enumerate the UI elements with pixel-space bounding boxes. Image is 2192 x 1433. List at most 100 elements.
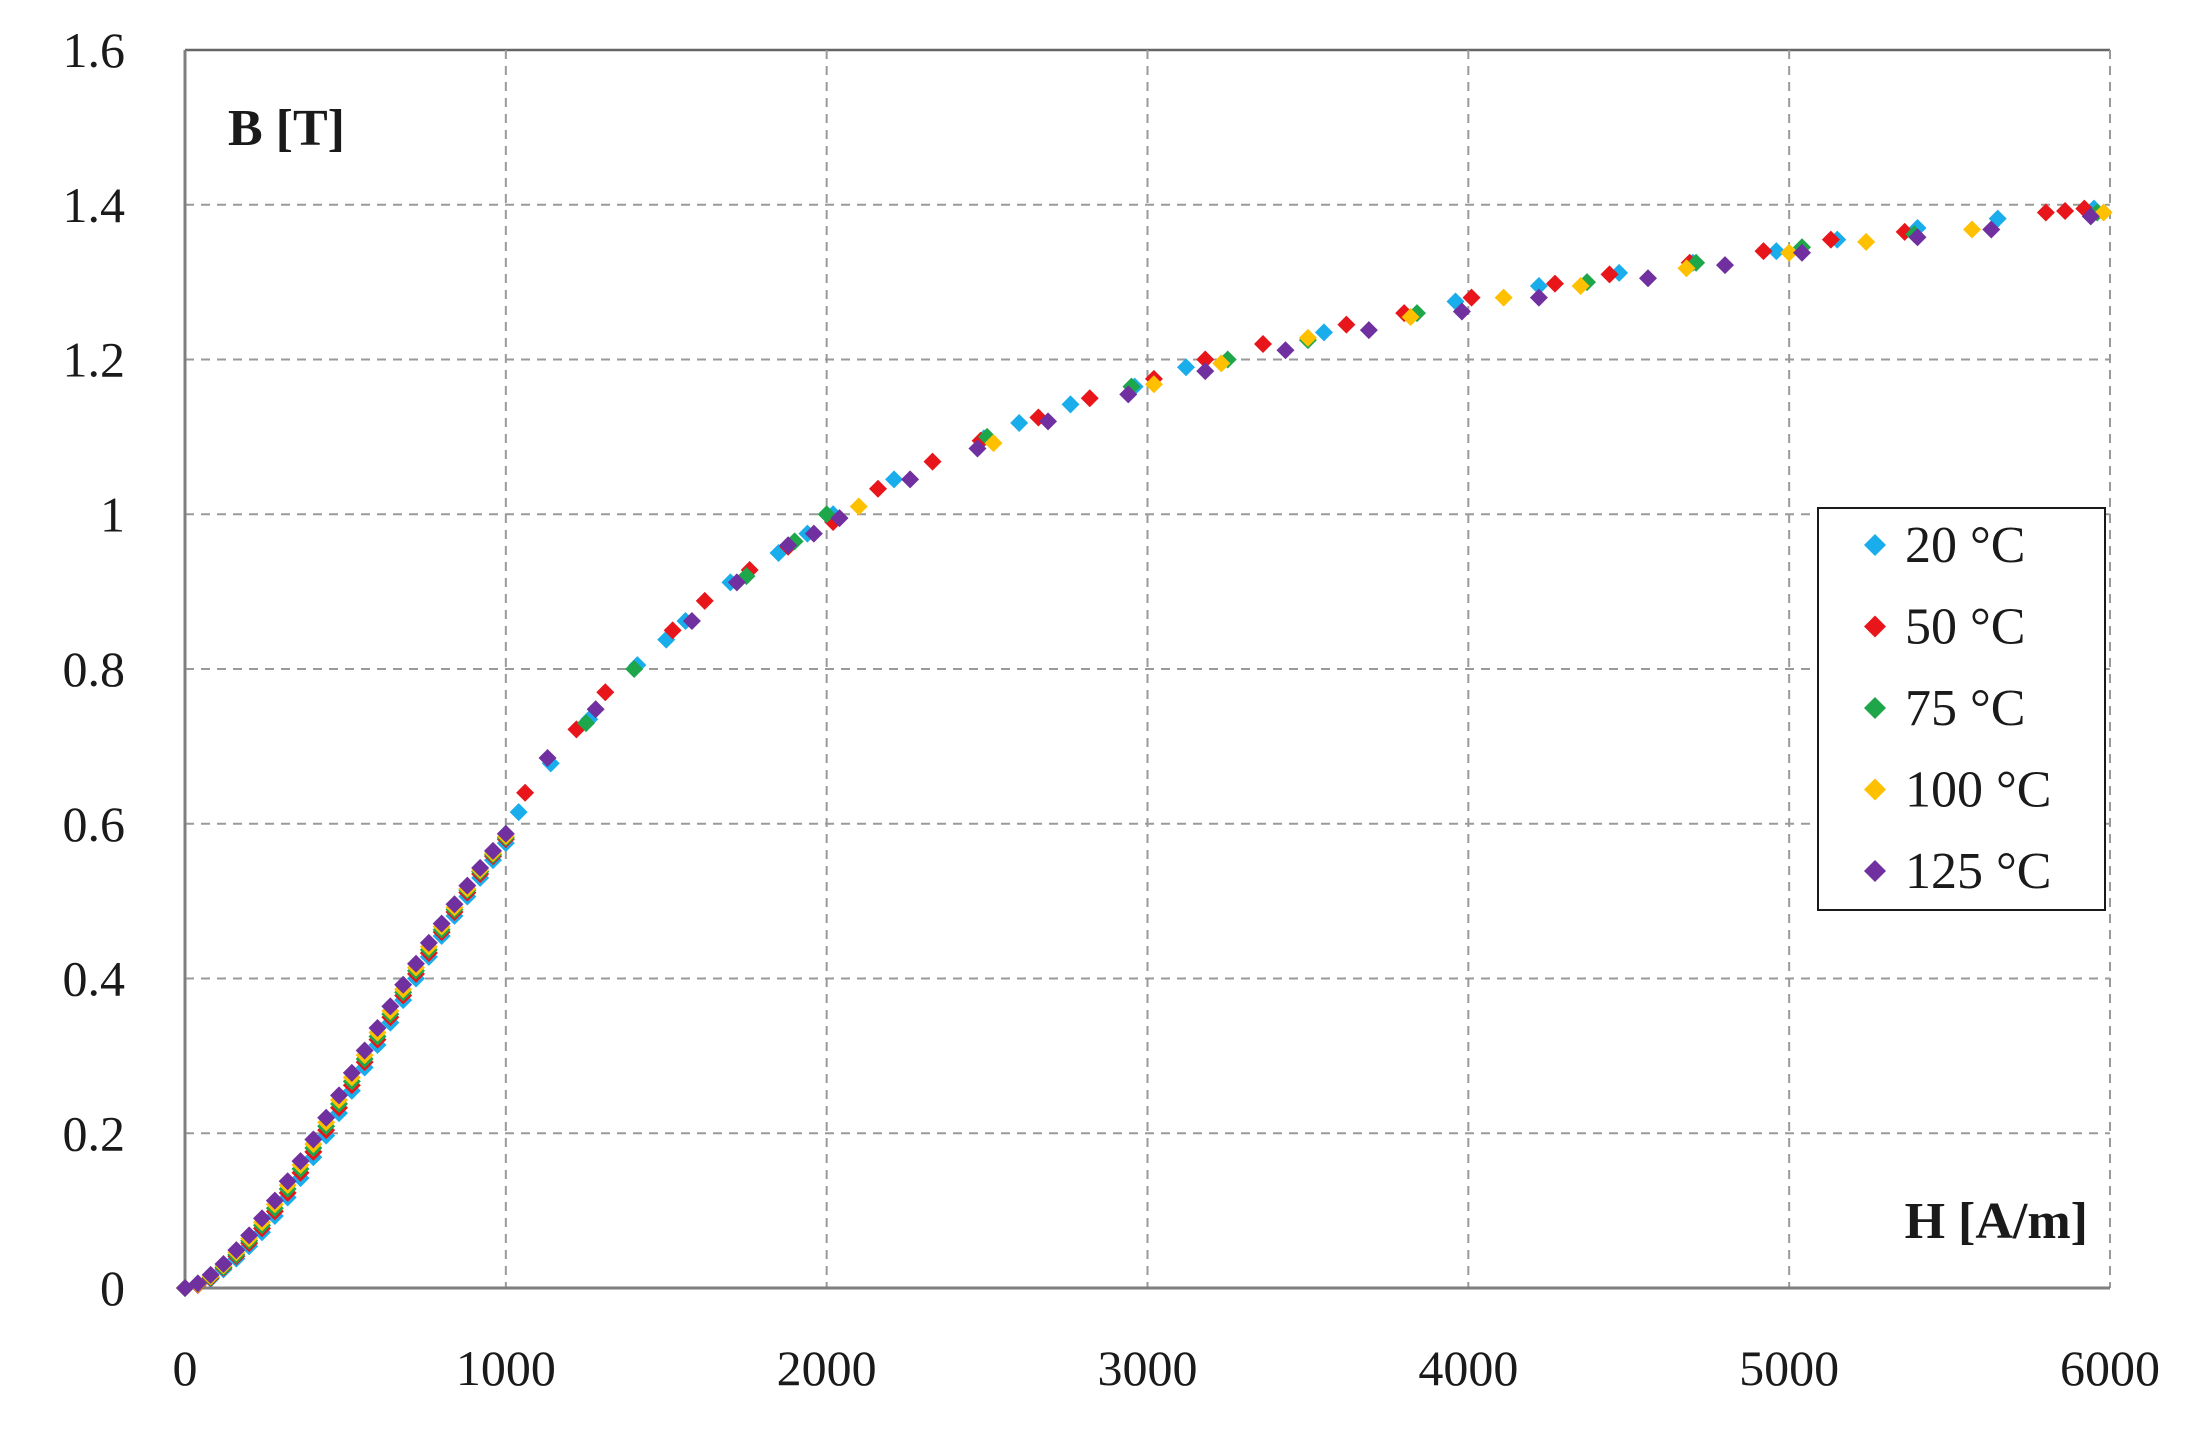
y-tick-label: 0.8: [63, 641, 126, 697]
data-point: [1600, 265, 1619, 284]
data-point: [355, 1041, 374, 1060]
points-layer: [176, 199, 2113, 1297]
data-point: [727, 573, 746, 592]
data-point: [625, 660, 644, 678]
data-point: [1571, 276, 1590, 295]
grid-layer: [185, 48, 2111, 1288]
data-point: [253, 1209, 271, 1228]
data-point: [1857, 232, 1876, 251]
legend-box: [1817, 507, 2106, 911]
data-point: [1177, 358, 1195, 377]
legend-label: 75 °C: [1905, 680, 2025, 737]
data-point: [984, 434, 1003, 453]
data-point: [1982, 220, 2001, 239]
data-point: [432, 914, 451, 933]
y-tick-label: 1.4: [63, 177, 126, 233]
x-tick-label: 1000: [456, 1340, 556, 1396]
data-point: [1529, 288, 1548, 307]
data-point: [2036, 203, 2055, 222]
y-tick-label: 1: [100, 486, 125, 542]
data-point: [1716, 256, 1734, 275]
data-point: [695, 591, 714, 610]
data-point: [1677, 259, 1696, 278]
data-point: [1337, 315, 1356, 334]
data-point: [291, 1152, 310, 1171]
data-point: [214, 1255, 233, 1274]
data-point: [2081, 207, 2100, 226]
data-point: [1298, 328, 1317, 347]
data-point: [923, 452, 942, 471]
legend-label: 125 °C: [1905, 843, 2051, 900]
x-tick-label: 3000: [1098, 1340, 1198, 1396]
x-tick-label: 2000: [777, 1340, 877, 1396]
x-tick-label: 4000: [1418, 1340, 1518, 1396]
data-point: [1196, 362, 1215, 381]
legend-marker: [1864, 534, 1886, 556]
data-point: [445, 895, 464, 914]
data-point: [1639, 269, 1657, 288]
y-tick-label: 0.4: [63, 951, 126, 1007]
data-point: [1061, 395, 1080, 414]
data-point: [265, 1191, 284, 1210]
data-point: [682, 612, 701, 631]
legend-marker: [1864, 860, 1886, 882]
legend-label: 100 °C: [1905, 762, 2051, 819]
data-point: [381, 997, 400, 1016]
data-point: [538, 748, 557, 767]
data-point: [1010, 413, 1029, 432]
data-point: [471, 858, 490, 877]
axis-layer: [183, 50, 2110, 1290]
data-point: [1494, 288, 1513, 307]
data-point: [1359, 321, 1378, 340]
data-point: [830, 509, 849, 528]
data-point: [968, 439, 987, 458]
data-point: [596, 683, 615, 702]
x-tick-label: 5000: [1739, 1340, 1839, 1396]
data-point: [368, 1019, 387, 1038]
data-point: [1196, 350, 1215, 369]
data-point: [458, 876, 477, 895]
data-point: [240, 1226, 259, 1245]
data-point: [1529, 276, 1548, 295]
legend-label: 50 °C: [1905, 599, 2025, 656]
y-tick-label: 1.6: [63, 22, 126, 78]
data-point: [663, 621, 682, 640]
data-point: [779, 536, 798, 555]
data-point: [394, 975, 413, 994]
tick-layer: 0 0.2 0.4 0.6 0.8 1 1.2 1.4 1.6 0 1000 2000 3000 4000…: [63, 22, 2161, 1396]
legend-marker: [1864, 778, 1886, 801]
legend-items: 20 °C 50 °C 75 °C 100 °C 125 °C: [1864, 517, 2051, 900]
data-point: [577, 714, 596, 733]
data-point: [1754, 242, 1773, 261]
data-point: [1821, 230, 1840, 249]
y-tick-label: 0.2: [63, 1105, 126, 1161]
data-point: [330, 1086, 348, 1105]
data-point: [419, 933, 438, 952]
data-point: [1793, 243, 1811, 262]
data-point: [1908, 228, 1927, 247]
data-point: [317, 1108, 336, 1127]
data-point: [1545, 274, 1564, 293]
data-point: [849, 497, 868, 516]
legend-marker: [1864, 697, 1886, 719]
y-axis-title: B [T]: [228, 100, 345, 157]
data-point: [1767, 242, 1786, 261]
data-point: [201, 1265, 220, 1284]
x-axis-title: H [A/m]: [1905, 1193, 2088, 1250]
data-point: [278, 1172, 297, 1191]
data-point: [1119, 385, 1138, 404]
data-point: [1080, 389, 1099, 408]
data-point: [1401, 307, 1420, 326]
data-point: [885, 470, 904, 489]
data-point: [1963, 220, 1982, 239]
data-point: [1254, 335, 1272, 354]
data-point: [227, 1241, 246, 1260]
y-tick-label: 0.6: [63, 796, 126, 852]
data-point: [1144, 375, 1163, 394]
data-point: [1452, 302, 1471, 321]
data-point: [509, 803, 528, 822]
data-point: [1276, 341, 1295, 360]
data-point: [586, 700, 605, 719]
